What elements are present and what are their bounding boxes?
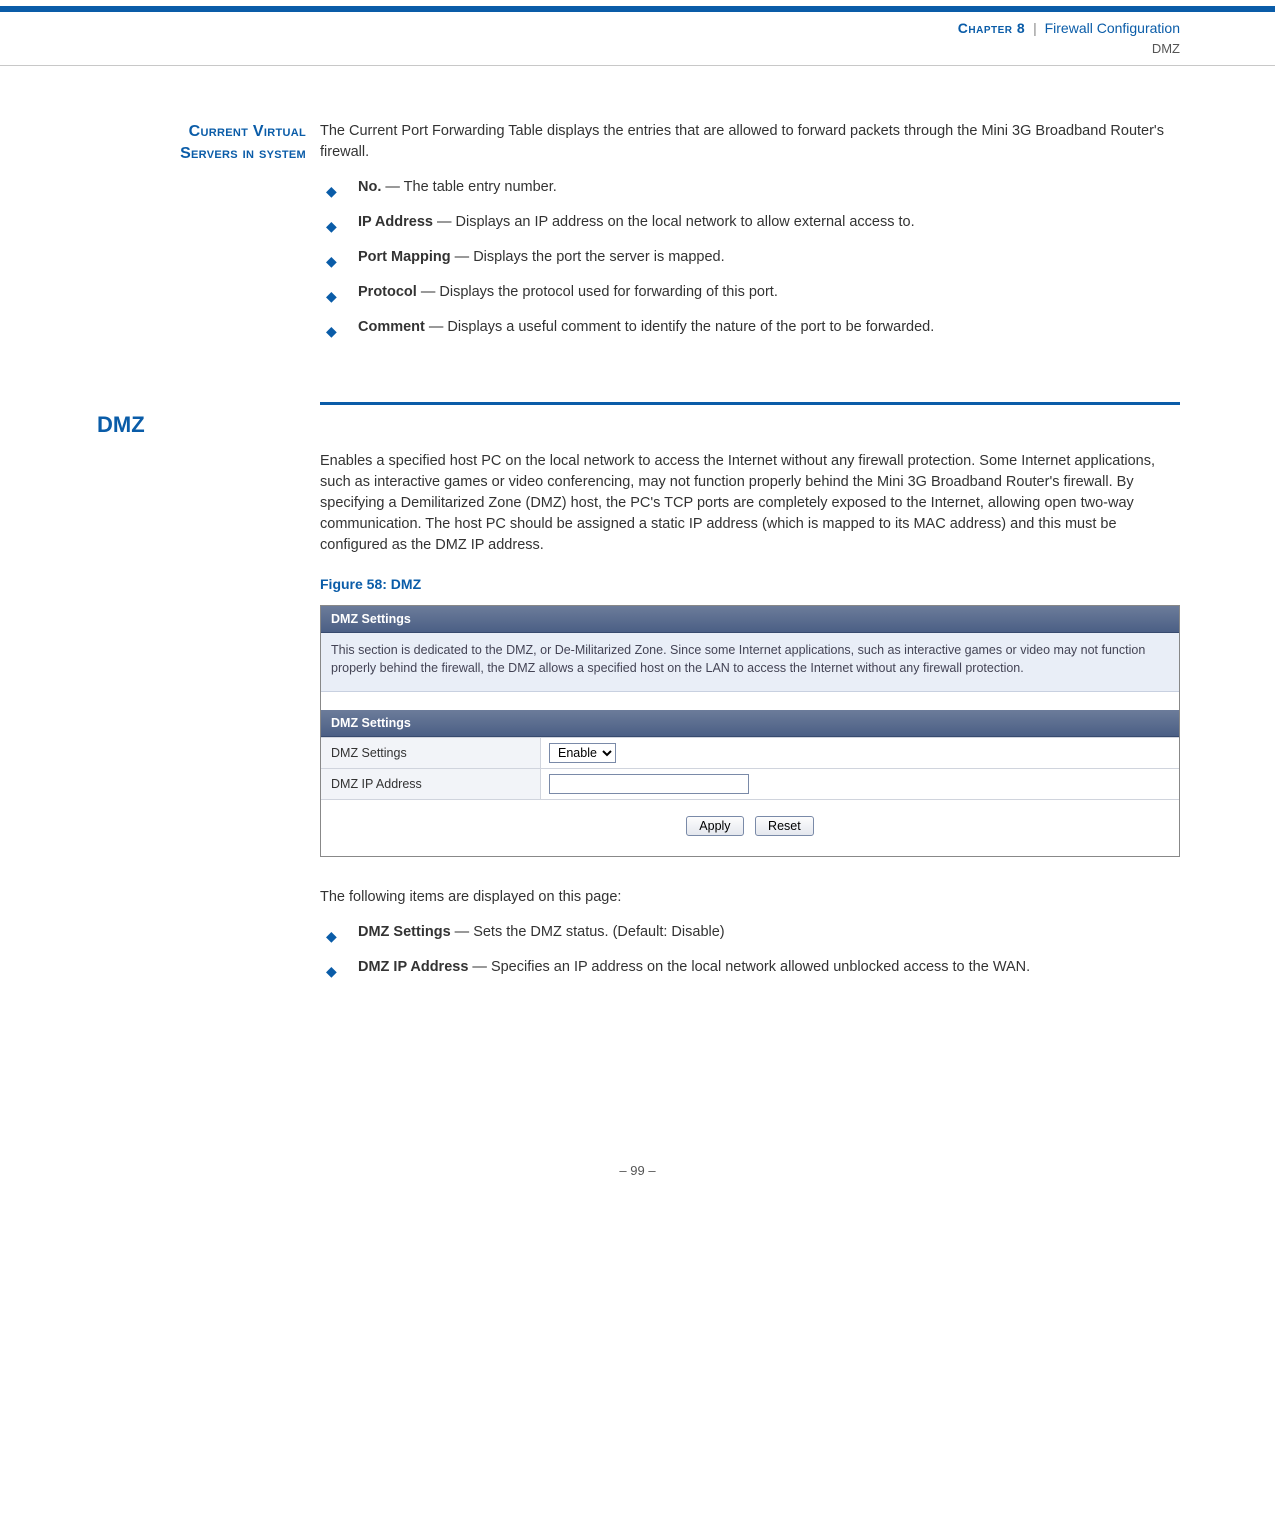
dmz-heading-row: DMZ bbox=[95, 411, 1180, 441]
bullet-protocol: ◆ Protocol — Displays the protocol used … bbox=[320, 282, 1180, 303]
side-heading: Current Virtual Servers in system bbox=[95, 121, 306, 164]
dmz-ip-input[interactable] bbox=[549, 774, 749, 794]
bullet-icon: ◆ bbox=[326, 961, 337, 981]
page-body: Current Virtual Servers in system The Cu… bbox=[0, 66, 1275, 1211]
dmz-intro: Enables a specified host PC on the local… bbox=[320, 451, 1180, 556]
section1-content: The Current Port Forwarding Table displa… bbox=[320, 121, 1180, 352]
bullet-term: Protocol bbox=[358, 284, 417, 300]
chapter-subtitle: DMZ bbox=[0, 40, 1180, 59]
bullet-icon: ◆ bbox=[326, 181, 337, 201]
figure-label: Figure 58: DMZ bbox=[320, 574, 1180, 594]
bullet-icon: ◆ bbox=[326, 216, 337, 236]
side-heading-line1: Current Virtual bbox=[189, 123, 306, 140]
section1-intro: The Current Port Forwarding Table displa… bbox=[320, 121, 1180, 163]
page-footer: – 99 – bbox=[95, 1162, 1180, 1181]
bullet-no: ◆ No. — The table entry number. bbox=[320, 177, 1180, 198]
bullet-icon: ◆ bbox=[326, 286, 337, 306]
ss-button-row: Apply Reset bbox=[321, 800, 1179, 842]
ss-description: This section is dedicated to the DMZ, or… bbox=[321, 633, 1179, 692]
side-heading-line2: Servers in system bbox=[180, 145, 306, 162]
bullet-term: Comment bbox=[358, 319, 425, 335]
bullet-port-mapping: ◆ Port Mapping — Displays the port the s… bbox=[320, 247, 1180, 268]
bullet-desc: — Specifies an IP address on the local n… bbox=[468, 959, 1030, 975]
ss-banner-title: DMZ Settings bbox=[321, 606, 1179, 633]
ss-row-dmz-ip: DMZ IP Address bbox=[321, 769, 1179, 800]
dmz-settings-select[interactable]: Enable bbox=[549, 743, 616, 763]
side-heading-col: Current Virtual Servers in system bbox=[95, 121, 320, 352]
bullet-icon: ◆ bbox=[326, 926, 337, 946]
ss-ctrl-dmz-settings: Enable bbox=[541, 739, 1179, 767]
section-current-virtual-servers: Current Virtual Servers in system The Cu… bbox=[95, 121, 1180, 352]
reset-button[interactable]: Reset bbox=[755, 816, 814, 836]
ss-label-dmz-settings: DMZ Settings bbox=[321, 738, 541, 768]
bullet-dmz-ip-address: ◆ DMZ IP Address — Specifies an IP addre… bbox=[320, 957, 1180, 978]
chapter-line: Chapter 8 | Firewall Configuration bbox=[0, 18, 1180, 38]
bullet-dmz-settings: ◆ DMZ Settings — Sets the DMZ status. (D… bbox=[320, 922, 1180, 943]
chapter-title: Firewall Configuration bbox=[1045, 20, 1180, 36]
bullet-desc: — Displays an IP address on the local ne… bbox=[433, 214, 915, 230]
bullet-comment: ◆ Comment — Displays a useful comment to… bbox=[320, 317, 1180, 338]
bullet-desc: — Displays a useful comment to identify … bbox=[425, 319, 934, 335]
bullet-ip-address: ◆ IP Address — Displays an IP address on… bbox=[320, 212, 1180, 233]
bullet-desc: — Displays the protocol used for forward… bbox=[417, 284, 778, 300]
chapter-separator: | bbox=[1029, 20, 1041, 36]
apply-button[interactable]: Apply bbox=[686, 816, 743, 836]
side-heading-col-empty bbox=[95, 451, 320, 992]
section2-bullets: ◆ DMZ Settings — Sets the DMZ status. (D… bbox=[320, 922, 1180, 978]
bullet-icon: ◆ bbox=[326, 251, 337, 271]
bullet-desc: — The table entry number. bbox=[381, 179, 556, 195]
ss-row-dmz-settings: DMZ Settings Enable bbox=[321, 737, 1179, 769]
bullet-desc: — Displays the port the server is mapped… bbox=[451, 249, 725, 265]
section-dmz: Enables a specified host PC on the local… bbox=[95, 451, 1180, 992]
bullet-term: Port Mapping bbox=[358, 249, 451, 265]
bullet-icon: ◆ bbox=[326, 321, 337, 341]
section2-content: Enables a specified host PC on the local… bbox=[320, 451, 1180, 992]
bullet-term: No. bbox=[358, 179, 381, 195]
dmz-heading: DMZ bbox=[95, 409, 320, 441]
bullet-term: DMZ IP Address bbox=[358, 959, 468, 975]
section-divider bbox=[320, 402, 1180, 405]
dmz-screenshot: DMZ Settings This section is dedicated t… bbox=[320, 605, 1180, 858]
bullet-term: DMZ Settings bbox=[358, 924, 451, 940]
bullet-term: IP Address bbox=[358, 214, 433, 230]
page-header: Chapter 8 | Firewall Configuration DMZ bbox=[0, 12, 1275, 66]
chapter-label: Chapter 8 bbox=[958, 20, 1025, 36]
ss-banner-form: DMZ Settings bbox=[321, 710, 1179, 737]
bullet-desc: — Sets the DMZ status. (Default: Disable… bbox=[451, 924, 725, 940]
ss-form: DMZ Settings Enable DMZ IP Address bbox=[321, 737, 1179, 800]
ss-ctrl-dmz-ip bbox=[541, 770, 1179, 798]
section1-bullets: ◆ No. — The table entry number. ◆ IP Add… bbox=[320, 177, 1180, 338]
items-intro: The following items are displayed on thi… bbox=[320, 887, 1180, 908]
ss-label-dmz-ip: DMZ IP Address bbox=[321, 769, 541, 799]
